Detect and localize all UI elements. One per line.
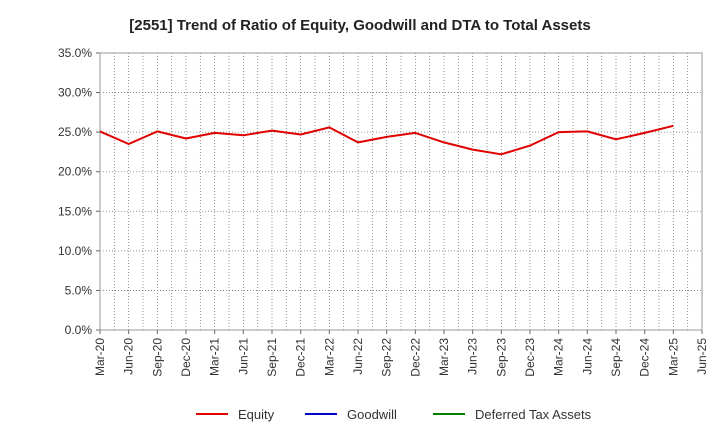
grid	[99, 52, 703, 331]
x-tick-label: Sep-21	[265, 338, 279, 377]
legend-label: Deferred Tax Assets	[475, 407, 592, 422]
y-axis: 0.0% 5.0% 10.0% 15.0% 20.0% 25.0% 30.0% 35.0%	[58, 46, 100, 337]
x-tick-label: Jun-22	[351, 338, 365, 375]
x-tick-label: Sep-20	[150, 338, 164, 377]
series-layer	[99, 124, 674, 156]
x-tick-label: Sep-22	[380, 338, 394, 377]
y-tick-label: 25.0%	[58, 125, 92, 139]
x-tick-label: Dec-24	[638, 338, 652, 377]
series-line-equity	[99, 124, 674, 156]
legend-label: Equity	[238, 407, 275, 422]
x-tick-label: Mar-24	[552, 338, 566, 376]
x-tick-label: Jun-20	[122, 338, 136, 375]
legend-label: Goodwill	[347, 407, 397, 422]
x-tick-label: Jun-21	[236, 338, 250, 375]
x-tick-label: Dec-22	[408, 338, 422, 377]
x-tick-label: Mar-23	[437, 338, 451, 376]
x-tick-label: Mar-20	[93, 338, 107, 376]
x-tick-label: Sep-23	[494, 338, 508, 377]
x-tick-label: Jun-24	[580, 338, 594, 375]
chart-title: [2551] Trend of Ratio of Equity, Goodwil…	[129, 17, 590, 34]
y-tick-label: 35.0%	[58, 46, 92, 60]
y-tick-label: 15.0%	[58, 204, 92, 218]
x-tick-label: Mar-22	[322, 338, 336, 376]
x-tick-label: Dec-20	[179, 338, 193, 377]
x-tick-label: Dec-21	[294, 338, 308, 377]
x-tick-label: Sep-24	[609, 338, 623, 377]
x-tick-label: Mar-25	[666, 338, 680, 376]
x-axis: Mar-20 Jun-20 Sep-20 Dec-20 Mar-21 Jun-21 Sep-…	[93, 330, 709, 377]
y-tick-label: 10.0%	[58, 244, 92, 258]
y-tick-label: 20.0%	[58, 165, 92, 179]
y-tick-label: 30.0%	[58, 86, 92, 100]
x-tick-label: Mar-21	[208, 338, 222, 376]
x-tick-label: Jun-23	[466, 338, 480, 375]
x-tick-label: Jun-25	[695, 338, 709, 375]
x-tick-label: Dec-23	[523, 338, 537, 377]
plot-area	[99, 52, 703, 331]
y-tick-label: 0.0%	[65, 323, 93, 337]
legend: Equity Goodwill Deferred Tax Assets	[196, 407, 592, 422]
y-tick-label: 5.0%	[65, 283, 93, 297]
